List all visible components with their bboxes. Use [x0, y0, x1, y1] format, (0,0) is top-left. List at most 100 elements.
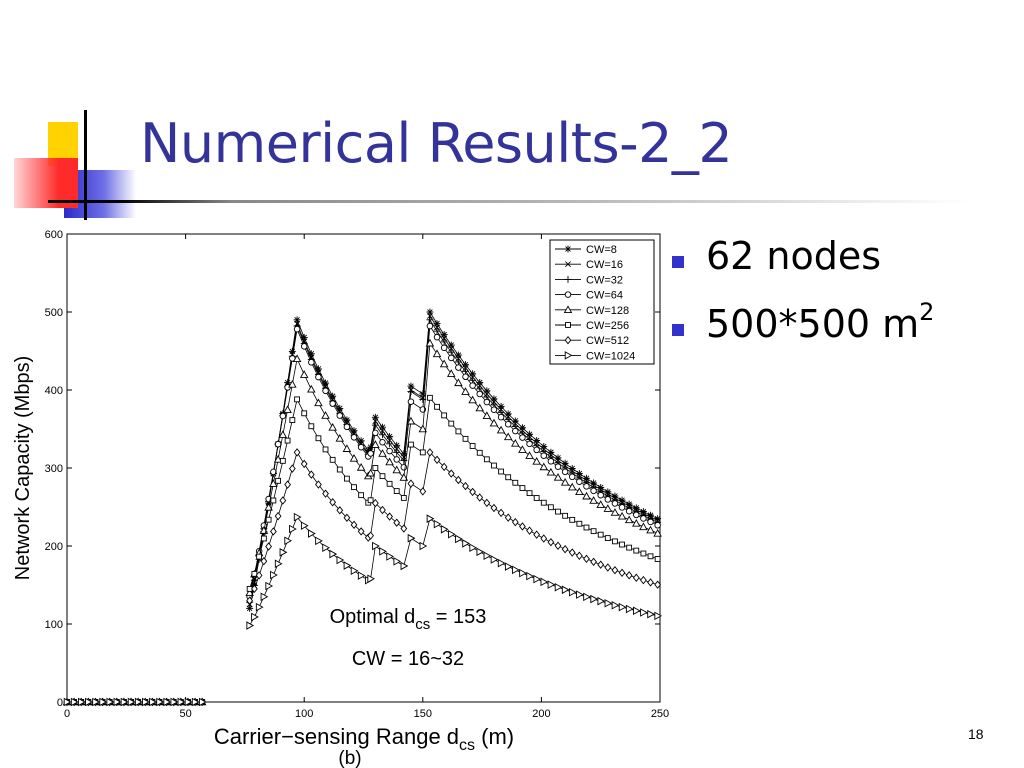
data-point: [264, 502, 273, 511]
data-point: [427, 394, 433, 401]
data-point: [646, 525, 655, 534]
data-point: [633, 511, 640, 519]
data-point: [583, 483, 590, 490]
data-point: [560, 477, 570, 486]
legend-marker-icon: [564, 245, 572, 253]
data-point: [307, 384, 316, 393]
data-point: [426, 308, 434, 316]
data-point: [561, 468, 569, 476]
data-point: [533, 446, 540, 454]
data-point: [504, 562, 513, 571]
legend-marker-icon: [565, 322, 571, 328]
data-point: [294, 396, 300, 403]
bullet-main-text: 500*500 m: [706, 302, 920, 346]
data-point: [512, 427, 519, 435]
data-point: [255, 602, 264, 612]
y-axis-label: Network Capacity (Mbps): [12, 356, 34, 581]
data-point: [476, 547, 485, 557]
data-point: [322, 387, 329, 395]
data-point: [134, 697, 143, 707]
data-point: [70, 697, 79, 707]
data-point: [314, 398, 323, 407]
data-point: [407, 479, 415, 488]
data-point: [526, 526, 533, 535]
data-point: [426, 448, 434, 457]
data-point: [366, 468, 375, 477]
data-point: [350, 520, 358, 530]
data-point: [475, 403, 484, 412]
data-point: [85, 697, 93, 707]
data-point: [308, 359, 315, 366]
data-point: [441, 412, 448, 419]
data-point: [554, 463, 562, 470]
data-point: [490, 503, 498, 513]
data-point: [120, 697, 129, 707]
data-point: [99, 697, 108, 707]
data-point: [633, 547, 640, 554]
data-point: [590, 594, 599, 604]
data-point: [546, 467, 556, 476]
data-point: [625, 571, 633, 580]
data-point: [540, 452, 548, 459]
data-point: [357, 571, 366, 580]
data-point: [640, 515, 647, 522]
data-point: [519, 434, 526, 441]
legend-label: CW=512: [586, 335, 629, 347]
data-point: [448, 345, 455, 352]
data-point: [371, 440, 380, 448]
data-point: [269, 527, 277, 536]
data-point: [632, 519, 641, 527]
data-point: [433, 333, 441, 341]
data-point: [533, 495, 540, 501]
data-point: [554, 541, 562, 550]
data-point: [279, 496, 287, 505]
data-point: [407, 388, 415, 396]
data-point: [142, 697, 150, 707]
data-point: [469, 443, 476, 449]
data-point: [611, 500, 619, 507]
horizontal-rule: [48, 200, 968, 203]
data-point: [288, 464, 296, 473]
data-point: [547, 458, 555, 465]
data-point: [469, 382, 476, 389]
data-point: [251, 570, 258, 577]
data-point: [358, 492, 365, 499]
data-point: [184, 697, 193, 707]
data-point: [483, 551, 492, 561]
x-tick-label: 50: [179, 708, 191, 720]
data-point: [284, 536, 293, 546]
data-point: [533, 574, 542, 584]
data-point: [315, 480, 322, 489]
data-point: [315, 536, 323, 546]
data-point: [408, 441, 414, 448]
data-point: [283, 405, 292, 413]
y-tick-label: 500: [45, 307, 63, 319]
data-point: [590, 487, 597, 495]
data-point: [308, 423, 315, 430]
data-point: [540, 577, 549, 587]
legend-label: CW=32: [586, 274, 623, 286]
data-point: [275, 477, 282, 484]
data-point: [446, 369, 456, 377]
data-point: [418, 424, 428, 433]
data-point: [632, 573, 640, 583]
data-point: [555, 508, 561, 515]
data-point: [618, 568, 626, 578]
chart-caption: (b): [338, 748, 361, 768]
data-point: [491, 462, 497, 469]
data-point: [532, 456, 541, 465]
data-point: [497, 558, 506, 568]
data-point: [367, 531, 374, 540]
data-point: [612, 538, 618, 545]
legend-label: CW=128: [586, 305, 629, 317]
data-point: [583, 592, 591, 602]
data-point: [469, 543, 478, 552]
data-point: [455, 428, 462, 435]
data-point: [624, 515, 634, 524]
data-point: [371, 413, 379, 421]
data-point: [540, 534, 548, 543]
data-point: [554, 583, 563, 592]
y-tick-label: 0: [57, 697, 63, 709]
data-point: [386, 440, 394, 448]
data-point: [434, 403, 440, 410]
